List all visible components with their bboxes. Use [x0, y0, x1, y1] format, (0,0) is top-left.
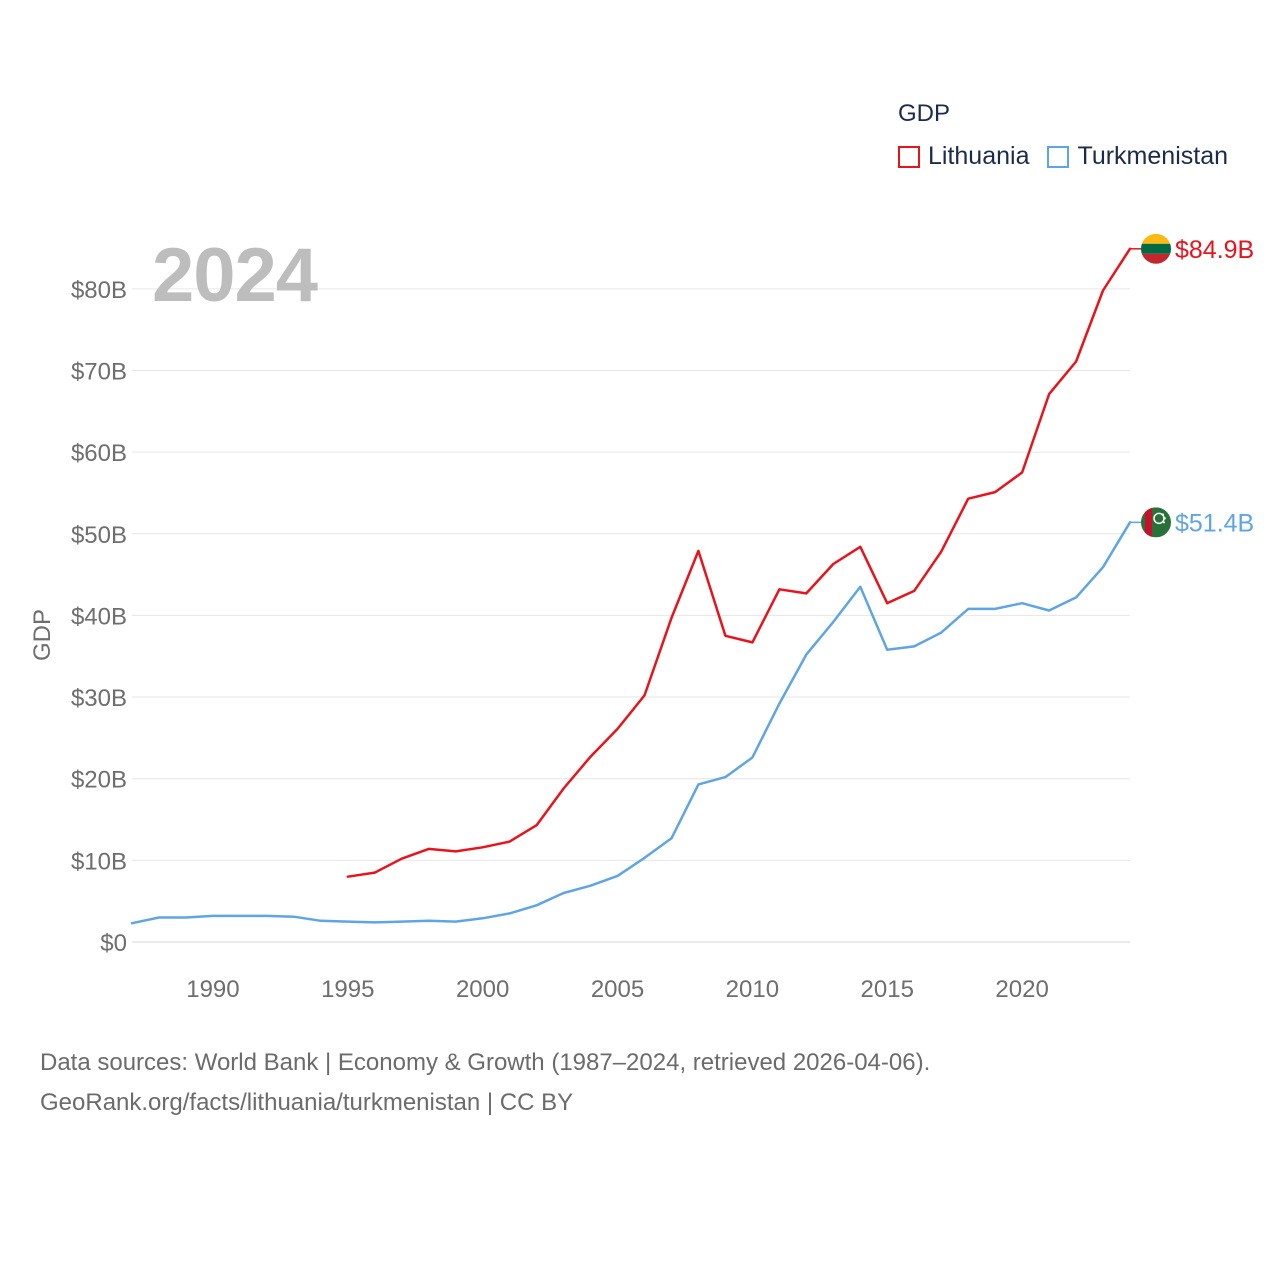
series-line-turkmenistan [130, 521, 1132, 925]
y-tick-label: $50B [71, 522, 127, 549]
footer-attribution: GeoRank.org/facts/lithuania/turkmenistan… [40, 1089, 574, 1116]
x-tick-label: 2020 [995, 976, 1048, 1003]
y-tick-label: $60B [71, 440, 127, 467]
legend-label-turkmenistan: Turkmenistan [1077, 142, 1228, 170]
x-tick-label: 1990 [186, 976, 239, 1003]
x-tick-label: 2015 [861, 976, 914, 1003]
x-tick-label: 2000 [456, 976, 509, 1003]
y-tick-label: $70B [71, 358, 127, 385]
year-watermark: 2024 [152, 233, 318, 318]
legend-item-turkmenistan[interactable]: Turkmenistan [1047, 142, 1228, 171]
y-tick-label: $20B [71, 767, 127, 794]
footer: Data sources: World Bank | Economy & Gro… [40, 1043, 930, 1123]
legend: Lithuania Turkmenistan [898, 142, 1246, 171]
x-tick-label: 2010 [726, 976, 779, 1003]
y-axis-label: GDP [29, 609, 56, 661]
legend-label-lithuania: Lithuania [928, 142, 1030, 170]
x-tick-label: 2005 [591, 976, 644, 1003]
y-tick-label: $80B [71, 277, 127, 304]
turkmenistan-flag-icon [1141, 507, 1171, 538]
x-tick-label: 1995 [321, 976, 374, 1003]
legend-title: GDP [898, 100, 951, 127]
legend-item-lithuania[interactable]: Lithuania [898, 142, 1029, 171]
end-value-label-lithuania: $84.9B [1175, 236, 1254, 264]
y-tick-label: $40B [71, 603, 127, 630]
y-tick-label: $0 [100, 930, 127, 957]
legend-swatch-lithuania [898, 145, 920, 168]
footer-sources: Data sources: World Bank | Economy & Gro… [40, 1049, 931, 1076]
legend-swatch-turkmenistan [1047, 145, 1070, 168]
lithuania-flag-icon [1141, 233, 1171, 264]
y-tick-label: $30B [71, 685, 127, 712]
series-line-lithuania [346, 247, 1132, 878]
y-tick-label: $10B [71, 848, 127, 875]
end-value-label-turkmenistan: $51.4B [1175, 509, 1254, 537]
